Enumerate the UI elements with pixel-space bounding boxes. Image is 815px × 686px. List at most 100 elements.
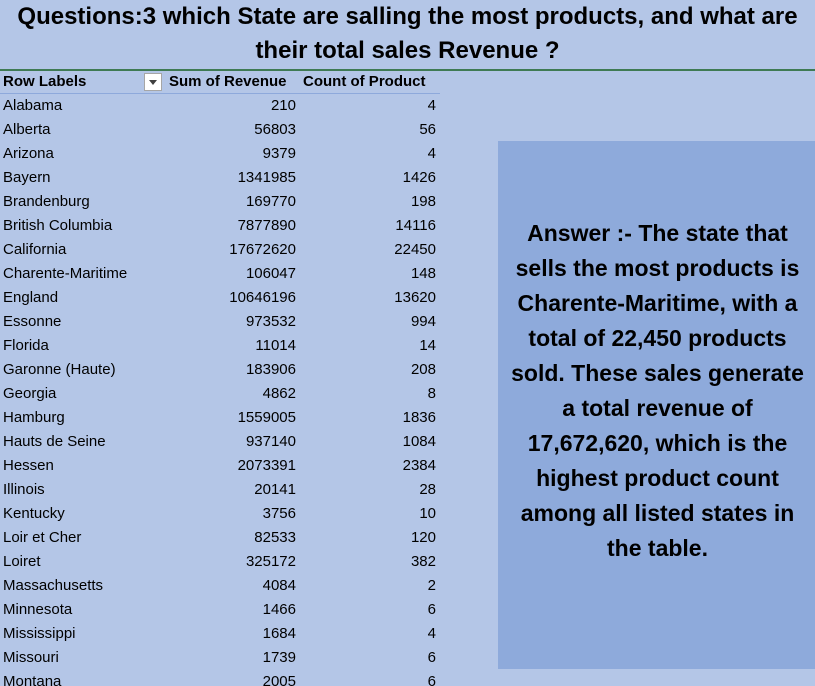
revenue-cell[interactable]: 1559005: [237, 409, 296, 426]
count-cell[interactable]: 6: [427, 673, 436, 686]
count-cell[interactable]: 6: [427, 601, 436, 618]
table-row[interactable]: Bayern 1341985 1426: [0, 166, 440, 190]
revenue-cell[interactable]: 4862: [262, 385, 296, 402]
revenue-cell[interactable]: 3756: [262, 505, 296, 522]
revenue-cell[interactable]: 20141: [254, 481, 296, 498]
revenue-cell[interactable]: 169770: [245, 193, 296, 210]
count-cell[interactable]: 56: [419, 121, 436, 138]
count-cell[interactable]: 148: [410, 265, 436, 282]
table-row[interactable]: Hauts de Seine 937140 1084: [0, 430, 440, 454]
count-cell[interactable]: 2384: [402, 457, 436, 474]
row-label-cell[interactable]: Georgia: [3, 385, 57, 402]
row-label-cell[interactable]: Minnesota: [3, 601, 73, 618]
table-row[interactable]: Essonne 973532 994: [0, 310, 440, 334]
row-label-cell[interactable]: Hauts de Seine: [3, 433, 106, 450]
revenue-cell[interactable]: 2073391: [237, 457, 296, 474]
revenue-cell[interactable]: 106047: [245, 265, 296, 282]
revenue-cell[interactable]: 1341985: [237, 169, 296, 186]
revenue-cell[interactable]: 17672620: [229, 241, 296, 258]
count-cell[interactable]: 1836: [402, 409, 436, 426]
row-label-cell[interactable]: Hamburg: [3, 409, 65, 426]
table-row[interactable]: British Columbia 7877890 14116: [0, 214, 440, 238]
row-label-cell[interactable]: Garonne (Haute): [3, 361, 116, 378]
table-row[interactable]: Loiret 325172 382: [0, 550, 440, 574]
row-label-cell[interactable]: Florida: [3, 337, 49, 354]
revenue-cell[interactable]: 82533: [254, 529, 296, 546]
row-label-cell[interactable]: Bayern: [3, 169, 51, 186]
count-cell[interactable]: 2: [427, 577, 436, 594]
revenue-cell[interactable]: 973532: [245, 313, 296, 330]
row-label-cell[interactable]: Montana: [3, 673, 62, 686]
row-label-cell[interactable]: Illinois: [3, 481, 45, 498]
count-cell[interactable]: 4: [427, 625, 436, 642]
count-cell[interactable]: 14: [419, 337, 436, 354]
revenue-cell[interactable]: 183906: [245, 361, 296, 378]
row-label-cell[interactable]: Mississippi: [3, 625, 76, 642]
count-cell[interactable]: 1426: [402, 169, 436, 186]
table-row[interactable]: England 10646196 13620: [0, 286, 440, 310]
table-row[interactable]: Massachusetts 4084 2: [0, 574, 440, 598]
count-cell[interactable]: 6: [427, 649, 436, 666]
count-cell[interactable]: 8: [427, 385, 436, 402]
revenue-cell[interactable]: 9379: [262, 145, 296, 162]
answer-textbox[interactable]: Answer :- The state that sells the most …: [498, 141, 815, 669]
row-label-cell[interactable]: Massachusetts: [3, 577, 104, 594]
revenue-cell[interactable]: 2005: [262, 673, 296, 686]
revenue-cell[interactable]: 56803: [254, 121, 296, 138]
count-cell[interactable]: 10: [419, 505, 436, 522]
table-row[interactable]: Loir et Cher 82533 120: [0, 526, 440, 550]
table-row[interactable]: Hamburg 1559005 1836: [0, 406, 440, 430]
table-row[interactable]: Hessen 2073391 2384: [0, 454, 440, 478]
table-row[interactable]: Alberta 56803 56: [0, 118, 440, 142]
row-label-cell[interactable]: Kentucky: [3, 505, 65, 522]
revenue-cell[interactable]: 1466: [262, 601, 296, 618]
count-cell[interactable]: 198: [410, 193, 436, 210]
revenue-cell[interactable]: 937140: [245, 433, 296, 450]
count-cell[interactable]: 120: [410, 529, 436, 546]
table-row[interactable]: Alabama 210 4: [0, 94, 440, 118]
table-row[interactable]: Illinois 20141 28: [0, 478, 440, 502]
count-cell[interactable]: 13620: [394, 289, 436, 306]
table-row[interactable]: Kentucky 3756 10: [0, 502, 440, 526]
row-label-cell[interactable]: Loir et Cher: [3, 529, 82, 546]
table-row[interactable]: Arizona 9379 4: [0, 142, 440, 166]
sum-of-revenue-header[interactable]: Sum of Revenue: [169, 73, 287, 90]
revenue-cell[interactable]: 11014: [255, 337, 296, 354]
table-row[interactable]: Charente-Maritime 106047 148: [0, 262, 440, 286]
row-labels-filter-button[interactable]: [144, 73, 162, 91]
count-cell[interactable]: 382: [410, 553, 436, 570]
count-cell[interactable]: 1084: [402, 433, 436, 450]
table-row[interactable]: Garonne (Haute) 183906 208: [0, 358, 440, 382]
row-label-cell[interactable]: Alabama: [3, 97, 63, 114]
revenue-cell[interactable]: 210: [270, 97, 296, 114]
count-cell[interactable]: 28: [419, 481, 436, 498]
count-cell[interactable]: 22450: [394, 241, 436, 258]
table-row[interactable]: Brandenburg 169770 198: [0, 190, 440, 214]
count-cell[interactable]: 208: [410, 361, 436, 378]
revenue-cell[interactable]: 7877890: [237, 217, 296, 234]
count-cell[interactable]: 994: [410, 313, 436, 330]
revenue-cell[interactable]: 325172: [245, 553, 296, 570]
revenue-cell[interactable]: 4084: [262, 577, 296, 594]
count-cell[interactable]: 4: [427, 97, 436, 114]
table-row[interactable]: Minnesota 1466 6: [0, 598, 440, 622]
table-row[interactable]: Mississippi 1684 4: [0, 622, 440, 646]
row-label-cell[interactable]: California: [3, 241, 67, 258]
row-label-cell[interactable]: British Columbia: [3, 217, 113, 234]
count-cell[interactable]: 14116: [395, 217, 436, 234]
table-row[interactable]: Missouri 1739 6: [0, 646, 440, 670]
row-label-cell[interactable]: Charente-Maritime: [3, 265, 128, 282]
row-label-cell[interactable]: Hessen: [3, 457, 54, 474]
row-label-cell[interactable]: Essonne: [3, 313, 62, 330]
revenue-cell[interactable]: 1739: [262, 649, 296, 666]
row-label-cell[interactable]: Alberta: [3, 121, 51, 138]
row-labels-header[interactable]: Row Labels: [3, 73, 87, 90]
row-label-cell[interactable]: Arizona: [3, 145, 54, 162]
row-label-cell[interactable]: Missouri: [3, 649, 59, 666]
table-row[interactable]: Florida 11014 14: [0, 334, 440, 358]
revenue-cell[interactable]: 1684: [262, 625, 296, 642]
row-label-cell[interactable]: Brandenburg: [3, 193, 90, 210]
table-row[interactable]: Georgia 4862 8: [0, 382, 440, 406]
table-row[interactable]: California 17672620 22450: [0, 238, 440, 262]
row-label-cell[interactable]: Loiret: [3, 553, 41, 570]
